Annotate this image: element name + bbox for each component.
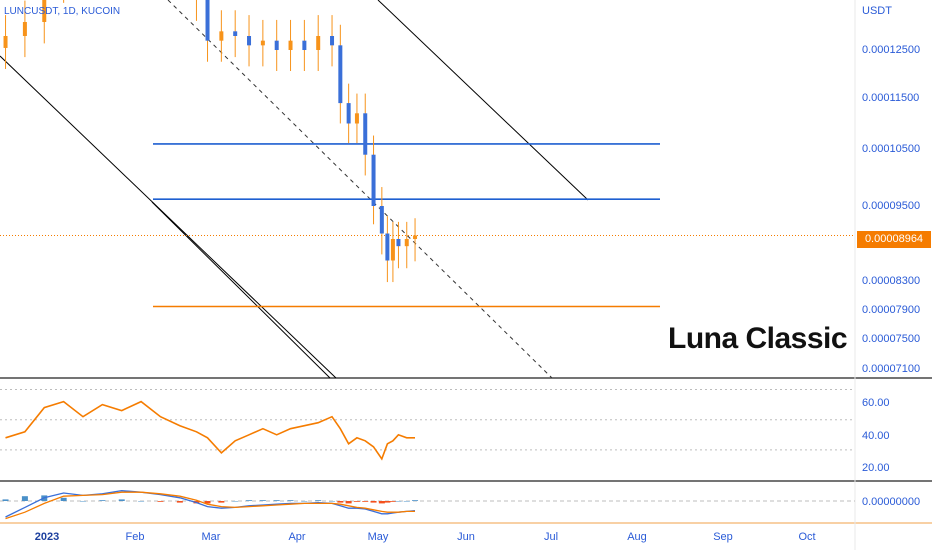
macd-histogram-bar xyxy=(80,501,87,502)
macd-histogram-bar xyxy=(384,501,391,503)
price-axis-unit: USDT xyxy=(862,5,892,17)
macd-histogram-bar xyxy=(337,501,344,503)
macd-histogram-bar xyxy=(218,501,225,503)
channel-line-lower-2 xyxy=(151,201,331,379)
candle-body xyxy=(385,233,390,261)
candle-body xyxy=(219,31,224,41)
rsi-tick-label: 60.00 xyxy=(862,397,890,409)
channel-line-lower xyxy=(0,55,337,379)
macd-histogram-bar xyxy=(412,500,419,501)
macd-histogram-bar xyxy=(315,500,322,501)
price-tick-label: 0.00010500 xyxy=(862,143,921,155)
candle-body xyxy=(274,40,279,50)
time-tick-label: 2023 xyxy=(34,531,60,543)
candle-body xyxy=(316,36,321,50)
candle-body xyxy=(288,40,293,50)
macd-histogram-bar xyxy=(329,501,336,502)
time-tick-label: May xyxy=(367,531,389,543)
macd-histogram-bar xyxy=(395,501,402,502)
price-tick-label: 0.00007500 xyxy=(862,333,921,345)
time-tick-label: Aug xyxy=(627,531,647,543)
macd-histogram-bar xyxy=(287,500,294,501)
candle-body xyxy=(247,36,252,46)
price-tick-label: 0.00012500 xyxy=(862,44,921,56)
macd-histogram-bar xyxy=(345,501,352,504)
macd-tick-label: 0.00000000 xyxy=(862,496,921,508)
candle-body xyxy=(260,40,265,46)
macd-histogram-bar xyxy=(246,500,253,501)
macd-histogram-bar xyxy=(60,497,67,501)
macd-histogram-bar xyxy=(21,496,28,501)
symbol-title[interactable]: LUNCUSDT, 1D, KUCOIN xyxy=(4,6,121,17)
channel-line-upper xyxy=(377,0,589,201)
candle-body xyxy=(302,40,307,50)
candle-body xyxy=(390,239,395,261)
candle-body xyxy=(363,113,368,155)
time-tick-label: Jul xyxy=(543,531,559,543)
macd-histogram-bar xyxy=(259,500,266,501)
macd-histogram-bar xyxy=(204,501,211,504)
macd-histogram-bar xyxy=(176,501,183,503)
channel-midline-dashed xyxy=(167,0,553,379)
candle-body xyxy=(346,103,351,124)
candle-body xyxy=(22,22,27,36)
candle-body xyxy=(205,0,210,41)
price-tick-label: 0.00007900 xyxy=(862,304,921,316)
price-tick-label: 0.00007100 xyxy=(862,363,921,375)
macd-histogram-bar xyxy=(2,499,9,501)
macd-histogram-bar xyxy=(389,501,396,502)
time-tick-label: Feb xyxy=(125,531,145,543)
last-price-badge: 0.00008964 xyxy=(857,231,931,248)
rsi-tick-label: 20.00 xyxy=(862,462,890,474)
macd-histogram-bar xyxy=(99,500,106,501)
macd-histogram-bar xyxy=(378,501,385,504)
candle-body xyxy=(233,31,238,36)
candle-body xyxy=(379,206,384,234)
candle-body xyxy=(42,0,47,22)
candle-body xyxy=(404,239,409,247)
macd-histogram-bar xyxy=(370,501,377,503)
time-tick-label: Apr xyxy=(288,531,306,543)
macd-signal-line xyxy=(5,491,415,520)
price-tick-label: 0.00009500 xyxy=(862,200,921,212)
candle-body xyxy=(371,154,376,206)
candle-body xyxy=(330,36,335,46)
rsi-tick-label: 40.00 xyxy=(862,430,890,442)
time-tick-label: Jun xyxy=(457,531,475,543)
macd-histogram-bar xyxy=(157,501,164,502)
macd-line xyxy=(5,489,416,518)
macd-histogram-bar xyxy=(273,500,280,501)
macd-histogram-bar xyxy=(353,501,360,502)
candle-body xyxy=(3,36,8,48)
price-tick-label: 0.00008300 xyxy=(862,275,921,287)
price-tick-label: 0.00011500 xyxy=(862,92,920,104)
candle-body xyxy=(354,113,359,124)
time-tick-label: Mar xyxy=(201,531,221,543)
rsi-line xyxy=(5,400,415,461)
time-tick-label: Oct xyxy=(798,531,816,543)
time-tick-label: Sep xyxy=(713,531,733,543)
macd-histogram-bar xyxy=(118,499,125,501)
macd-histogram-bar xyxy=(232,501,239,502)
macd-histogram-bar xyxy=(403,501,410,502)
candle-body xyxy=(413,235,418,239)
macd-histogram-bar xyxy=(301,501,308,502)
macd-histogram-bar xyxy=(362,501,369,502)
candle-body xyxy=(396,239,401,247)
chart-watermark: Luna Classic xyxy=(668,322,848,355)
macd-histogram-bar xyxy=(138,501,145,502)
candle-body xyxy=(338,45,343,104)
